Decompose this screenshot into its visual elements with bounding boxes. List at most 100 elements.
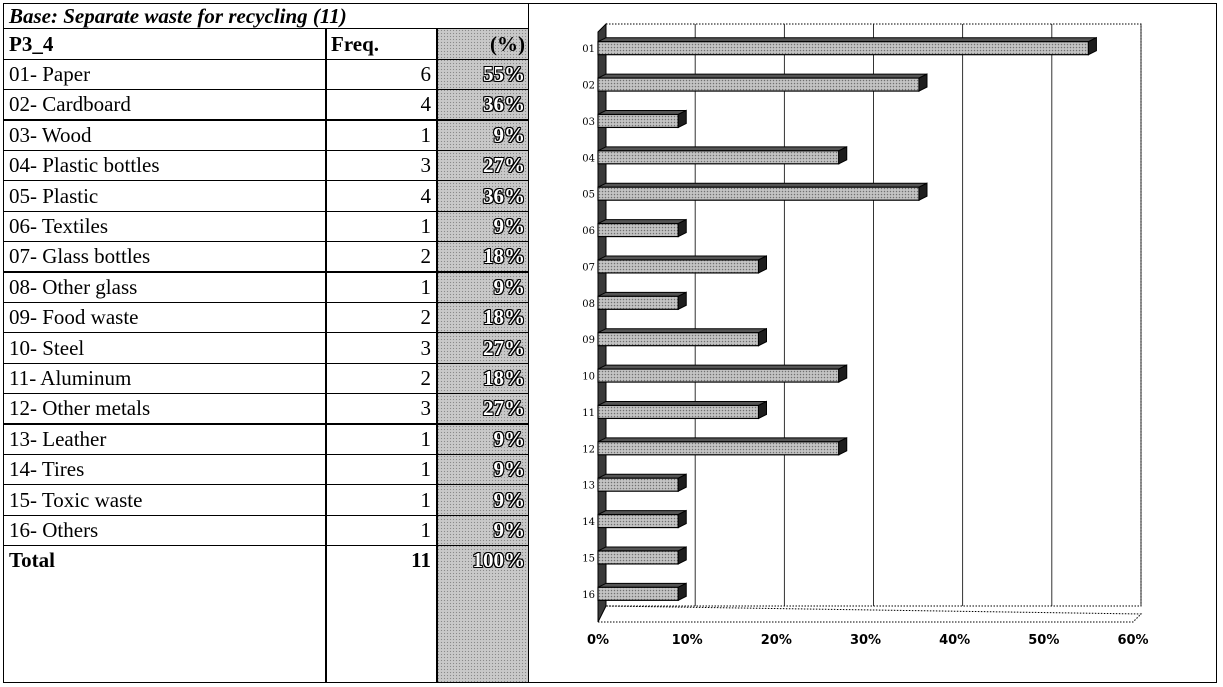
bar-top-face	[597, 219, 687, 225]
bar-end-face	[677, 509, 687, 529]
bar	[597, 332, 760, 347]
report-frame: Base: Separate waste for recycling (11) …	[3, 3, 1217, 683]
row-freq: 3	[420, 153, 432, 178]
row-freq: 6	[420, 62, 432, 86]
row-pct: 9%	[493, 487, 526, 512]
row-divider	[4, 423, 528, 425]
row-pct: 18%	[483, 366, 525, 390]
bar	[597, 113, 679, 129]
bar-end-face	[677, 546, 687, 565]
row-divider	[4, 514, 528, 516]
x-tick-label: 50%	[1028, 633, 1059, 648]
bar	[597, 150, 840, 165]
row-label: 13- Leather	[9, 426, 107, 451]
bar	[597, 186, 920, 201]
row-divider	[4, 484, 528, 486]
row-divider	[4, 392, 528, 395]
row-freq: 2	[420, 305, 432, 330]
bar-end-face	[677, 109, 687, 129]
bar-end-face	[1087, 36, 1097, 56]
category-label: 09	[582, 335, 595, 346]
row-label: 09- Food waste	[9, 305, 139, 330]
bar-top-face	[597, 328, 767, 334]
bar-top-face	[597, 182, 928, 188]
bar	[597, 441, 840, 456]
row-divider	[4, 180, 528, 182]
row-pct: 9%	[493, 122, 526, 147]
row-label: 05- Plastic	[9, 183, 99, 208]
row-label: 07- Glass bottles	[9, 244, 151, 269]
row-divider	[4, 453, 528, 455]
bar	[597, 41, 1090, 56]
x-tick-label: 40%	[939, 633, 970, 648]
row-divider	[4, 271, 528, 273]
bar-top-face	[597, 291, 687, 297]
total-freq: 11	[411, 548, 431, 573]
frequency-table: Base: Separate waste for recycling (11) …	[4, 4, 529, 682]
bar-end-face	[758, 327, 767, 347]
column-divider	[436, 29, 438, 682]
row-label: 12- Other metals	[9, 396, 151, 421]
row-divider	[4, 240, 528, 243]
row-divider	[4, 88, 528, 91]
bar	[597, 586, 679, 601]
header-label: P3_4	[9, 32, 54, 56]
row-pct: 18%	[483, 244, 525, 269]
category-label: 04	[582, 153, 595, 164]
row-pct: 9%	[493, 274, 526, 299]
header-pct: (%)	[490, 32, 525, 56]
total-pct: 100%	[472, 548, 526, 573]
x-tick-label: 30%	[850, 633, 881, 648]
bar-top-face	[597, 364, 847, 370]
row-pct: 9%	[493, 457, 526, 482]
row-label: 06- Textiles	[9, 214, 109, 238]
header-freq: Freq.	[331, 32, 380, 56]
row-freq: 1	[420, 214, 432, 238]
table-title: Base: Separate waste for recycling (11)	[9, 4, 347, 28]
bar-end-face	[677, 582, 687, 602]
bar-end-face	[677, 473, 687, 492]
bar-end-face	[918, 73, 928, 92]
bar-end-face	[838, 146, 848, 165]
row-divider	[4, 149, 528, 151]
bar	[597, 404, 760, 420]
bar	[597, 477, 679, 492]
row-label: 14- Tires	[9, 457, 85, 482]
bar-end-face	[758, 400, 767, 420]
row-divider	[4, 28, 528, 30]
x-tick-label: 0%	[587, 633, 609, 648]
row-divider	[4, 301, 528, 303]
bar-end-face	[758, 255, 767, 274]
axis-side-wall	[597, 22, 607, 623]
row-freq: 1	[420, 122, 432, 147]
row-divider	[4, 58, 528, 60]
bar	[597, 295, 679, 310]
percent-column-shading	[437, 29, 528, 682]
bar-end-face	[838, 437, 848, 456]
category-label: 05	[582, 190, 595, 201]
row-pct: 27%	[483, 153, 525, 178]
row-label: 10- Steel	[9, 335, 85, 360]
category-label: 08	[582, 299, 595, 310]
category-label: 02	[582, 81, 595, 92]
row-freq: 4	[420, 92, 432, 117]
row-freq: 4	[420, 183, 432, 208]
bar	[597, 550, 679, 565]
category-label: 07	[582, 262, 595, 273]
row-freq: 1	[420, 274, 432, 299]
row-freq: 2	[420, 244, 432, 269]
category-label: 03	[582, 117, 595, 128]
row-pct: 36%	[483, 92, 525, 117]
x-tick-label: 60%	[1117, 633, 1148, 648]
category-label: 15	[582, 553, 595, 564]
bar-end-face	[838, 364, 848, 383]
x-tick-label: 10%	[672, 633, 703, 648]
row-freq: 1	[420, 426, 432, 451]
bar	[597, 77, 920, 92]
row-pct: 36%	[483, 183, 525, 208]
bar-end-face	[677, 291, 687, 311]
row-pct: 27%	[483, 396, 525, 421]
row-divider	[4, 544, 528, 547]
row-divider	[4, 332, 528, 334]
bar	[597, 513, 679, 529]
